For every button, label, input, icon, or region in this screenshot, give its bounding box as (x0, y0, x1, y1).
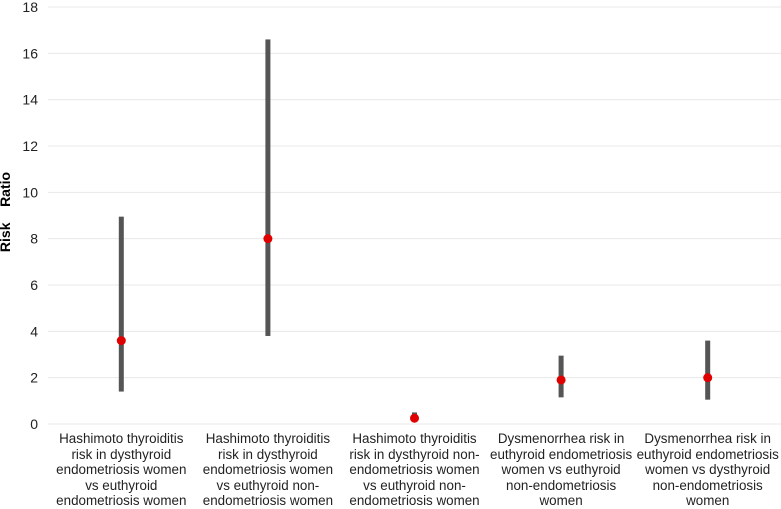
y-tick-label: 2 (30, 370, 38, 386)
confidence-interval-bar (118, 216, 124, 392)
grid-lines (48, 6, 781, 425)
x-category-label: Dysmenorrhea risk in euthyroid endometri… (636, 431, 779, 508)
risk-ratio-point (116, 336, 126, 346)
y-tick-label: 8 (30, 231, 38, 247)
y-tick-label: 4 (30, 323, 38, 339)
x-category-label: Hashimoto thyroiditis risk in dysthyroid… (349, 431, 480, 508)
confidence-interval-bar (265, 39, 271, 336)
risk-ratio-point (263, 234, 273, 244)
confidence-interval-bar (705, 340, 711, 400)
risk-ratio-point (703, 373, 713, 383)
risk-ratio-points (116, 234, 713, 423)
x-category-label: Hashimoto thyroiditis risk in dysthyroid… (202, 431, 334, 508)
y-tick-label: 0 (30, 416, 38, 432)
risk-ratio-point (410, 413, 419, 423)
y-tick-label: 18 (22, 0, 38, 15)
y-tick-label: 12 (22, 138, 38, 154)
y-axis-ticks: 0 2 4 6 8 10 12 14 16 18 (22, 0, 38, 432)
y-axis-label: Risk Ratio (0, 172, 13, 252)
x-category-label: Hashimoto thyroiditis risk in dysthyroid… (56, 431, 187, 508)
confidence-intervals (118, 39, 711, 422)
y-tick-label: 14 (22, 92, 38, 108)
x-category-label: Dysmenorrhea risk in euthyroid endometri… (490, 431, 633, 508)
risk-ratio-point (556, 375, 566, 385)
y-tick-label: 10 (22, 184, 38, 200)
y-tick-label: 16 (22, 45, 38, 61)
y-tick-label: 6 (30, 277, 38, 293)
